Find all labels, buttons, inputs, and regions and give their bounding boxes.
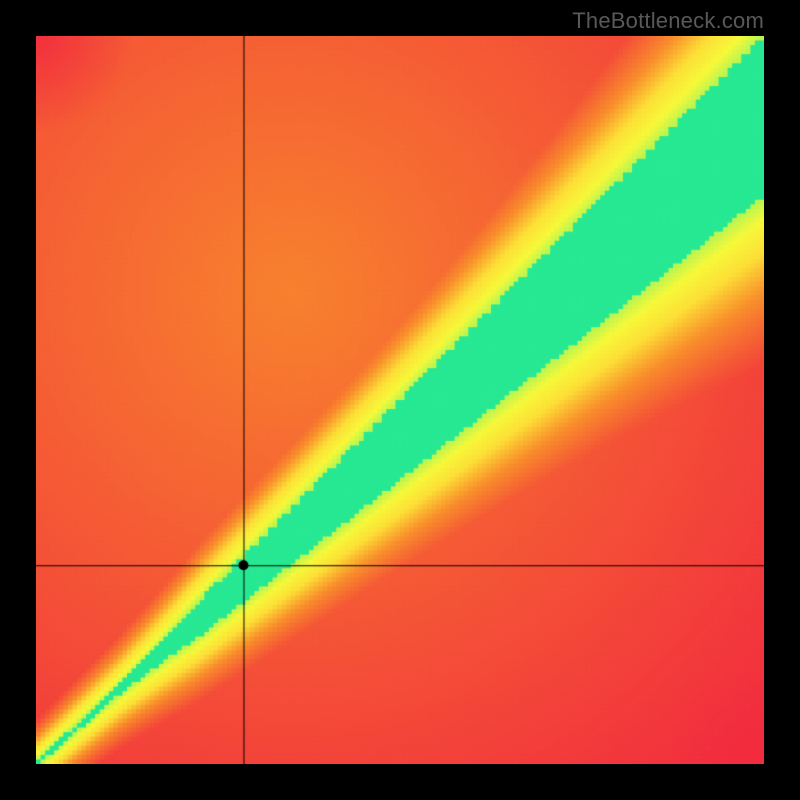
bottleneck-heatmap (36, 36, 764, 764)
watermark-text: TheBottleneck.com (572, 8, 764, 34)
